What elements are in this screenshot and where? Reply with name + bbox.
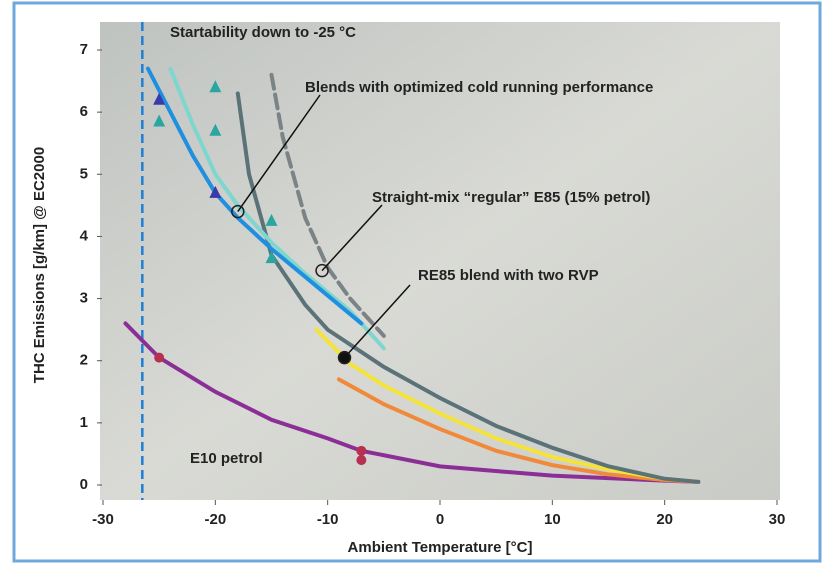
x-tick-label: 10 <box>544 511 561 528</box>
x-tick-label: 20 <box>656 511 673 528</box>
x-tick-label: 30 <box>769 511 786 528</box>
annotation-point <box>315 263 329 278</box>
annotation: RE85 blend with two RVP <box>418 267 599 284</box>
annotation: Startability down to -25 °C <box>170 24 356 41</box>
x-axis-label: Ambient Temperature [°C] <box>348 539 533 556</box>
plot-background <box>100 22 780 500</box>
y-axis-label: THC Emissions [g/km] @ EC2000 <box>31 147 48 383</box>
marker <box>356 455 367 466</box>
x-tick-label: -30 <box>92 511 114 528</box>
curve <box>235 91 701 484</box>
y-tick-label: 7 <box>80 41 88 58</box>
y-tick-label: 3 <box>80 290 88 307</box>
marker <box>209 123 222 136</box>
pointer <box>321 204 383 272</box>
x-tick-label: 0 <box>436 511 444 528</box>
marker <box>356 445 367 456</box>
y-tick-label: 6 <box>80 103 88 120</box>
annotation-point <box>231 204 245 219</box>
marker <box>154 352 165 363</box>
pointer <box>237 94 321 213</box>
annotation: Straight-mix “regular” E85 (15% petrol) <box>372 189 650 206</box>
pointer <box>343 284 411 359</box>
annotation-point <box>337 350 352 365</box>
y-tick-label: 2 <box>80 352 88 369</box>
marker <box>209 80 222 93</box>
curve <box>123 321 701 484</box>
curve <box>269 72 386 338</box>
marker <box>209 185 222 198</box>
annotation: Blends with optimized cold running perfo… <box>305 79 653 96</box>
y-tick-label: 1 <box>80 414 88 431</box>
marker <box>265 251 278 264</box>
y-tick-label: 0 <box>80 476 88 493</box>
curve <box>168 66 386 351</box>
marker <box>265 213 278 226</box>
x-tick-label: -20 <box>204 511 226 528</box>
annotation: E10 petrol <box>190 450 263 467</box>
marker <box>153 92 166 105</box>
marker <box>153 114 166 127</box>
x-tick-label: -10 <box>317 511 339 528</box>
y-tick-label: 5 <box>80 165 88 182</box>
y-tick-label: 4 <box>80 227 89 244</box>
